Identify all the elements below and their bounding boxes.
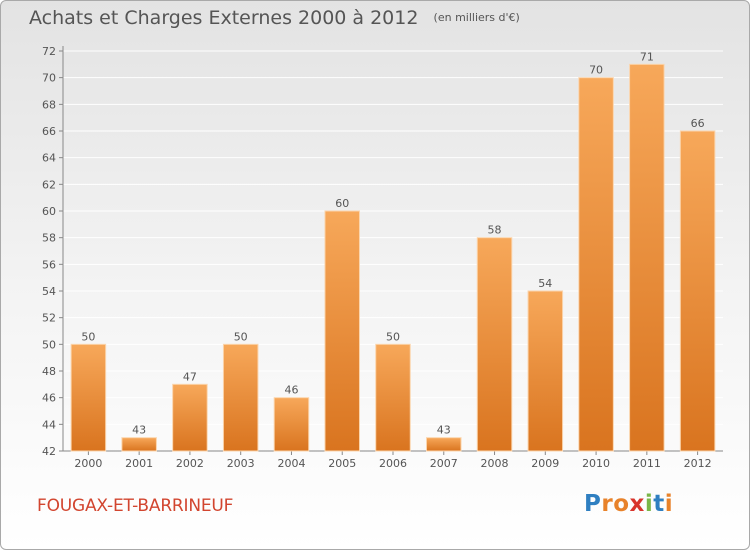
y-tick-label: 42: [42, 445, 56, 458]
bar-2008: [476, 237, 513, 452]
y-tick-label: 60: [42, 205, 56, 218]
value-label-2007: 43: [437, 424, 451, 437]
logo-letter: t: [653, 491, 665, 517]
commune-name: FOUGAX-ET-BARRINEUF: [37, 496, 234, 516]
x-tick-label-2002: 2002: [176, 457, 204, 470]
y-tick-label: 46: [42, 392, 56, 405]
y-tick-label: 58: [42, 232, 56, 245]
x-tick-label-2000: 2000: [74, 457, 102, 470]
y-tick-label: 50: [42, 338, 56, 351]
chart-title: Achats et Charges Externes 2000 à 2012: [29, 7, 419, 29]
bar-2002: [172, 383, 208, 452]
x-tick-label-2004: 2004: [277, 457, 305, 470]
logo-letter: P: [584, 491, 602, 517]
y-tick-label: 72: [42, 45, 56, 58]
bar-2001: [121, 437, 157, 452]
bar-2004: [273, 397, 310, 452]
chart-subtitle: (en milliers d'€): [433, 11, 520, 24]
bar-2006: [375, 343, 411, 452]
value-label-2009: 54: [538, 277, 552, 290]
title-row: Achats et Charges Externes 2000 à 2012 (…: [29, 7, 520, 29]
x-tick-label-2007: 2007: [430, 457, 458, 470]
x-tick-label-2008: 2008: [481, 457, 509, 470]
y-tick-label: 56: [42, 258, 56, 271]
logo-letter: i: [664, 491, 674, 517]
y-tick-label: 54: [42, 285, 56, 298]
x-tick-label-2006: 2006: [379, 457, 407, 470]
value-label-2006: 50: [386, 330, 400, 343]
x-tick-label-2001: 2001: [125, 457, 153, 470]
bar-2007: [426, 437, 462, 452]
value-label-2003: 50: [234, 330, 248, 343]
value-label-2005: 60: [335, 197, 349, 210]
x-tick-label-2005: 2005: [328, 457, 356, 470]
value-label-2011: 71: [640, 50, 654, 63]
y-tick-label: 64: [42, 152, 56, 165]
bar-2010: [578, 77, 614, 452]
bar-2005: [324, 210, 360, 452]
x-tick-label-2009: 2009: [531, 457, 559, 470]
y-tick-label: 62: [42, 178, 56, 191]
y-tick-label: 70: [42, 72, 56, 85]
x-tick-label-2003: 2003: [227, 457, 255, 470]
value-label-2000: 50: [81, 330, 95, 343]
logo-letter: o: [613, 491, 630, 517]
logo-letter: r: [601, 491, 614, 517]
bar-2003: [222, 343, 259, 452]
value-label-2012: 66: [691, 117, 705, 130]
x-tick-label-2010: 2010: [582, 457, 610, 470]
value-label-2002: 47: [183, 370, 197, 383]
logo-letter: i: [644, 491, 654, 517]
y-tick-label: 44: [42, 418, 56, 431]
value-label-2001: 43: [132, 424, 146, 437]
proxiti-logo[interactable]: Proxiti: [584, 491, 673, 517]
x-tick-label-2011: 2011: [633, 457, 661, 470]
y-tick-label: 48: [42, 365, 56, 378]
bars: [70, 63, 716, 452]
value-label-2010: 70: [589, 64, 603, 77]
value-labels: 50 43 47 50 46 60 50 43 58 54 70 71 66: [81, 50, 704, 436]
y-tick-label: 52: [42, 312, 56, 325]
bar-2000: [70, 343, 107, 452]
logo-letter: x: [629, 491, 645, 517]
tick-labels: 42 44 46 48 50 52 54 56 58 60 62 64 66 68 70 72 2000 2001…: [42, 45, 712, 470]
y-tick-label: 68: [42, 98, 56, 111]
x-tick-label-2012: 2012: [684, 457, 712, 470]
bar-2012: [679, 130, 716, 452]
y-tick-label: 66: [42, 125, 56, 138]
value-label-2008: 58: [488, 224, 502, 237]
value-label-2004: 46: [284, 384, 298, 397]
bar-2011: [629, 63, 665, 452]
bar-2009: [527, 290, 564, 452]
